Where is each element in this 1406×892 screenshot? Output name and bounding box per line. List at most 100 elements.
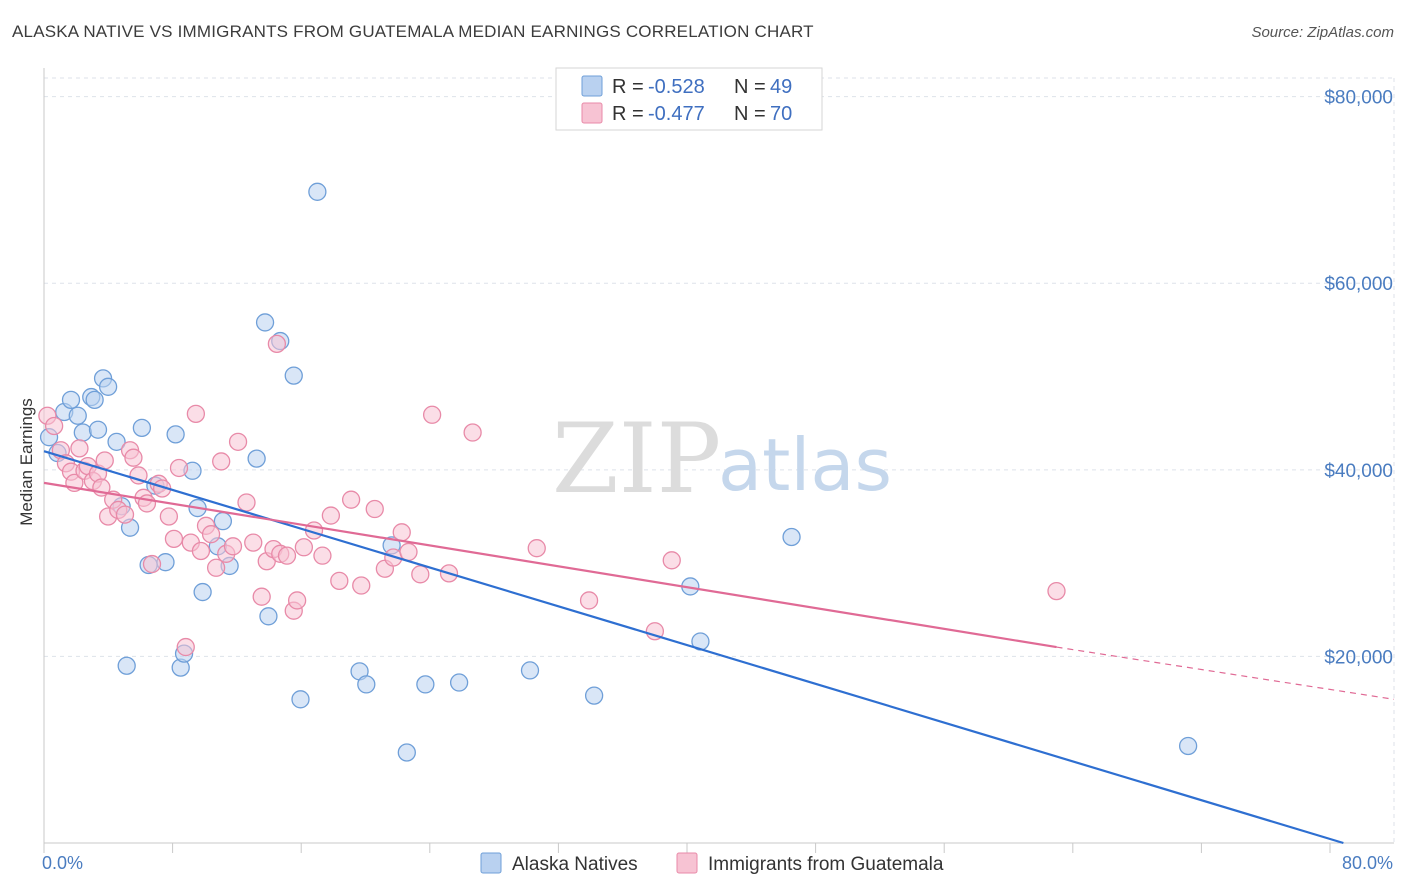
bottom-legend-label-guatemala: Immigrants from Guatemala [708, 854, 944, 875]
legend-swatch-blue [581, 75, 603, 97]
x-tick-label-start: 0.0% [42, 853, 83, 873]
guatemala-point-37 [223, 537, 243, 556]
guatemala-point-66 [645, 622, 665, 641]
chart-title: ALASKA NATIVE VS IMMIGRANTS FROM GUATEMA… [12, 22, 814, 41]
y-tick-label-1: $40,000 [1324, 461, 1393, 482]
guatemala-point-1 [44, 416, 64, 436]
alaska-point-19 [166, 425, 185, 444]
y-tick-label-0: $20,000 [1324, 647, 1393, 668]
bottom-legend-swatch-blue [480, 852, 502, 874]
alaska-point-41 [520, 661, 540, 680]
source-credit: Source: ZipAtlas.com [1251, 24, 1394, 41]
guatemala-point-64 [527, 539, 546, 558]
guatemala-point-6 [70, 439, 89, 458]
x-tick-label-end: 80.0% [1342, 853, 1393, 873]
guatemala-point-59 [399, 542, 418, 562]
alaska-point-42 [584, 686, 604, 705]
y-tick-label-3: $80,000 [1324, 88, 1393, 109]
trend-line-guatemala [43, 481, 1057, 649]
legend-r-label-2: R = [612, 103, 644, 125]
guatemala-point-53 [341, 490, 361, 509]
guatemala-point-47 [287, 591, 307, 610]
alaska-point-34 [308, 182, 327, 201]
tick-labels: $20,000 $40,000 $60,000 $80,000 0.0% 80.0% [42, 88, 1393, 873]
guatemala-point-52 [330, 571, 349, 590]
alaska-point-32 [284, 366, 303, 385]
alaska-point-4 [68, 406, 87, 425]
guatemala-point-12 [95, 451, 114, 470]
guatemala-point-35 [212, 452, 231, 471]
alaska-point-13 [117, 656, 136, 675]
correlation-legend: R = -0.528 N = 49 R = -0.477 N = 70 [555, 67, 823, 131]
guatemala-point-61 [422, 405, 442, 424]
alaska-point-7 [85, 390, 104, 410]
alaska-point-15 [132, 418, 152, 437]
legend-n-label-1: N = [734, 76, 766, 98]
bottom-legend-swatch-pink [676, 852, 698, 874]
alaska-point-5 [73, 423, 92, 442]
alaska-point-28 [247, 449, 266, 468]
guatemala-point-69 [267, 334, 287, 354]
alaska-point-45 [782, 527, 801, 547]
alaska-point-24 [193, 582, 212, 602]
watermark-zip: ZIP [552, 403, 721, 515]
guatemala-point-28 [176, 637, 195, 657]
alaska-point-38 [397, 743, 416, 762]
guatemala-point-65 [579, 591, 599, 610]
bottom-legend-label-alaska: Alaska Natives [512, 854, 638, 875]
alaska-point-46 [1178, 736, 1198, 756]
alaska-point-29 [255, 313, 275, 332]
guatemala-point-19 [129, 466, 148, 485]
guatemala-point-39 [237, 493, 256, 512]
alaska-point-10 [98, 377, 118, 396]
alaska-point-3 [61, 390, 81, 410]
alaska-point-8 [88, 420, 108, 439]
guatemala-point-50 [313, 546, 332, 565]
watermark-atlas: atlas [718, 423, 892, 507]
guatemala-point-21 [137, 494, 157, 513]
trend-line-alaska [43, 450, 1344, 845]
guatemala-point-22 [142, 554, 162, 574]
guatemala-point-41 [252, 587, 271, 606]
guatemala-point-54 [352, 576, 371, 595]
guatemala-point-30 [186, 404, 206, 424]
guatemala-point-40 [244, 533, 263, 552]
guatemala-point-16 [115, 505, 135, 524]
alaska-point-26 [213, 511, 233, 531]
guatemala-point-45 [277, 546, 297, 565]
axes [43, 68, 1394, 853]
alaska-point-39 [416, 675, 435, 694]
legend-r-label-1: R = [612, 76, 644, 98]
alaska-point-36 [357, 675, 376, 694]
guatemala-point-60 [411, 565, 430, 584]
alaska-point-11 [107, 432, 126, 451]
y-axis-label: Median Earnings [17, 398, 36, 526]
guatemala-point-55 [365, 499, 384, 519]
watermark: ZIP atlas [552, 403, 892, 515]
guatemala-point-67 [662, 551, 681, 570]
alaska-point-30 [259, 607, 278, 626]
guatemala-point-48 [294, 538, 314, 557]
guatemala-point-25 [159, 507, 179, 526]
guatemala-point-38 [228, 432, 248, 451]
guatemala-point-18 [124, 448, 143, 467]
legend-n-value-1: 49 [770, 76, 792, 98]
legend-swatch-pink [581, 102, 603, 124]
legend-r-value-1: -0.528 [648, 76, 705, 98]
legend-n-label-2: N = [734, 103, 766, 125]
alaska-point-40 [449, 673, 469, 692]
guatemala-point-27 [169, 458, 189, 478]
guatemala-point-68 [1047, 581, 1066, 601]
trend-lines [43, 450, 1395, 845]
trend-line-guatemala-extension [1056, 646, 1395, 700]
guatemala-point-63 [463, 423, 482, 442]
guatemala-point-33 [201, 525, 221, 544]
guatemala-point-34 [206, 558, 226, 577]
alaska-point-33 [291, 690, 310, 709]
y-tick-label-2: $60,000 [1324, 274, 1393, 295]
guatemala-point-31 [191, 541, 211, 561]
guatemala-point-26 [164, 529, 184, 549]
legend-r-value-2: -0.477 [648, 103, 705, 125]
guatemala-point-58 [392, 523, 411, 542]
